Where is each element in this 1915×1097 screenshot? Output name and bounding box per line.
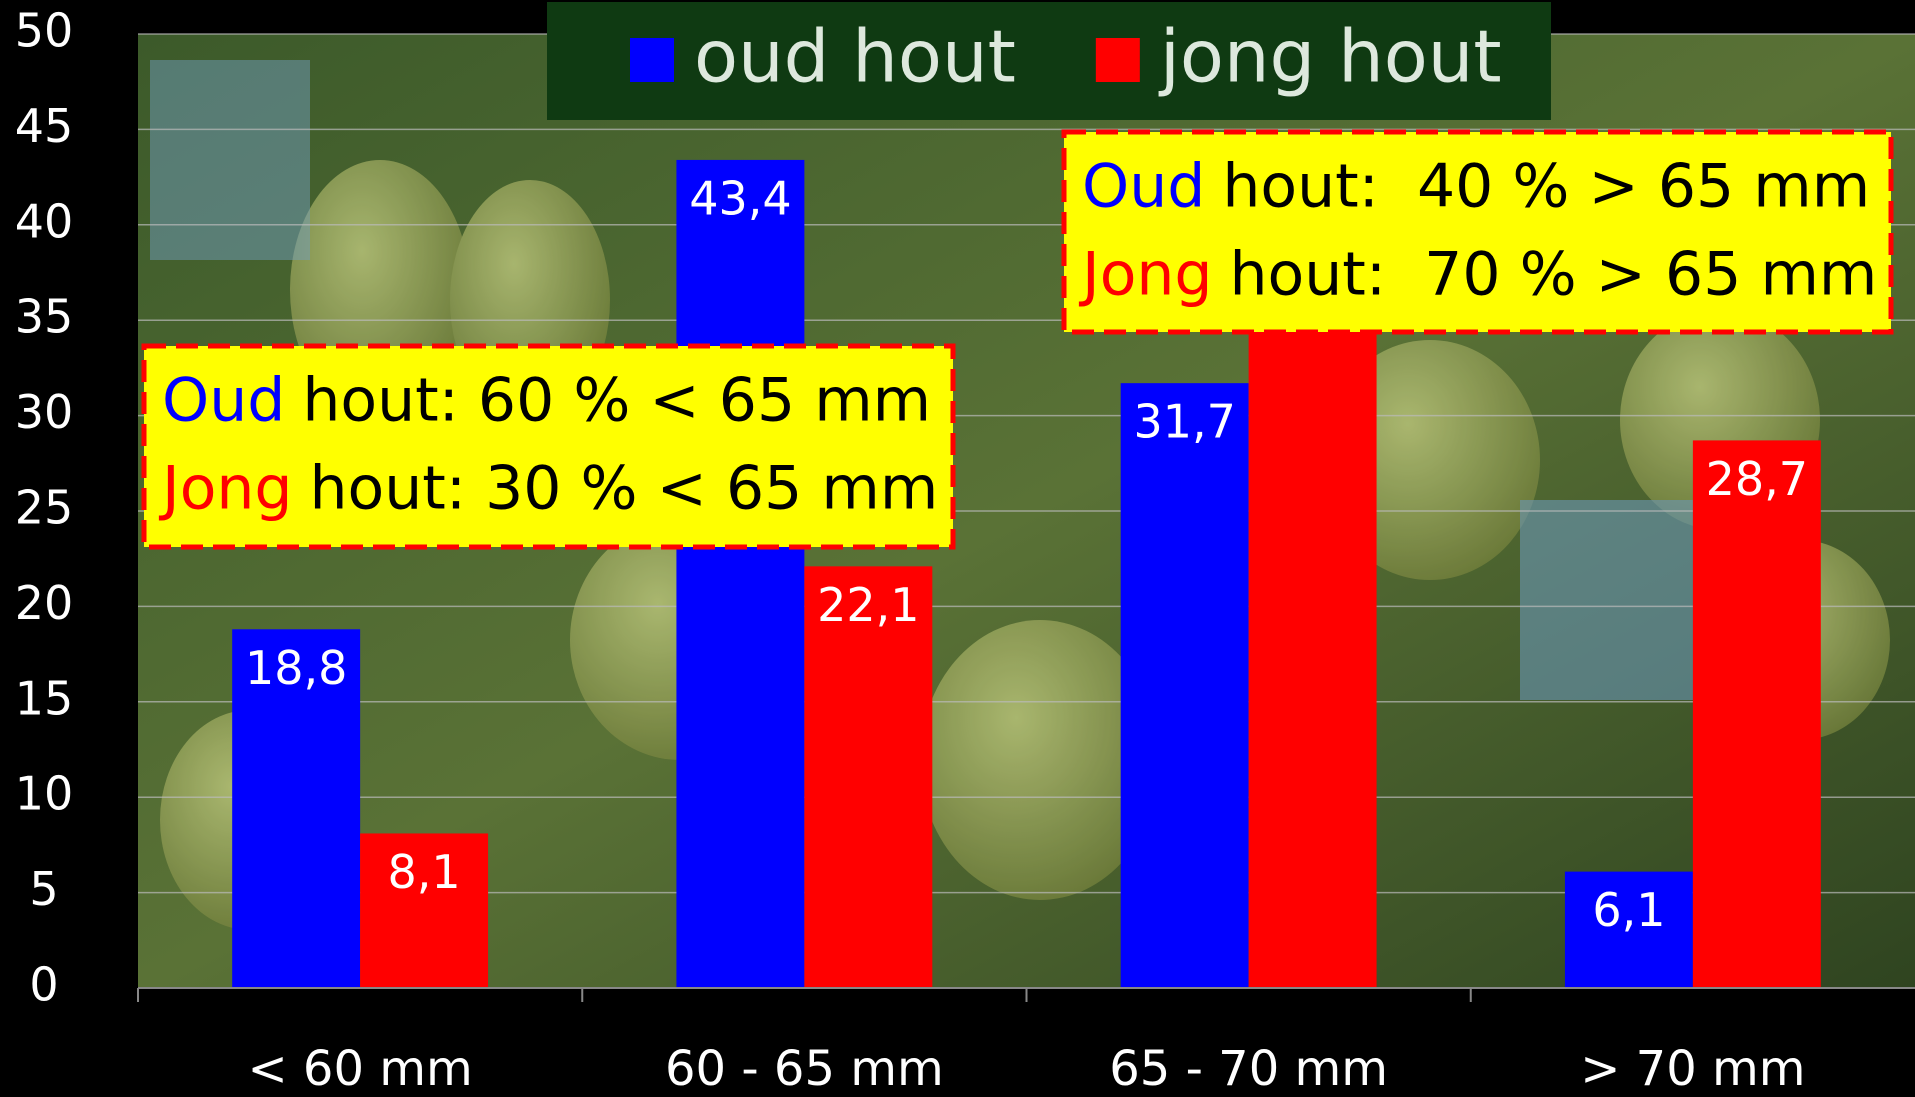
x-tick-label: > 70 mm bbox=[1580, 1041, 1805, 1097]
value-label: 28,7 bbox=[1706, 452, 1808, 506]
value-label: 8,1 bbox=[388, 845, 461, 899]
x-tick-label: 60 - 65 mm bbox=[665, 1041, 944, 1097]
legend-swatch bbox=[1095, 38, 1140, 82]
y-tick-label: 20 bbox=[15, 576, 74, 630]
legend: oud hout jong hout bbox=[547, 2, 1551, 120]
annotation-lead: Oud bbox=[1082, 152, 1205, 222]
y-tick-label: 5 bbox=[29, 862, 58, 916]
bar bbox=[676, 159, 805, 989]
value-label: 22,1 bbox=[817, 578, 919, 632]
bar bbox=[1248, 331, 1377, 988]
annotation-text: hout: 70 % > 65 mm bbox=[1230, 240, 1878, 310]
value-label: 31,7 bbox=[1133, 395, 1235, 449]
legend-swatch bbox=[630, 38, 674, 82]
y-tick-label: 50 bbox=[15, 4, 74, 58]
annotation-box bbox=[1061, 129, 1894, 335]
legend-label: oud hout bbox=[694, 15, 1016, 99]
annotation-text: hout: 60 % < 65 mm bbox=[302, 366, 931, 436]
y-tick-label: 40 bbox=[15, 194, 74, 248]
bars: 18,8 8,1 43,4 22,1 31,7 6,1 28,7 bbox=[232, 159, 1821, 989]
y-tick-label: 10 bbox=[15, 767, 74, 821]
bar bbox=[232, 629, 361, 988]
legend-box bbox=[547, 2, 1551, 120]
y-tick-label: 35 bbox=[15, 290, 74, 344]
y-tick-label: 15 bbox=[15, 671, 74, 725]
legend-label: jong hout bbox=[1158, 15, 1502, 99]
annotation-box bbox=[141, 343, 956, 550]
y-tick-label: 45 bbox=[15, 99, 74, 153]
bar bbox=[1692, 440, 1821, 988]
value-label: 43,4 bbox=[689, 171, 791, 225]
y-tick-label: 30 bbox=[15, 385, 74, 439]
annotation-text: hout: 30 % < 65 mm bbox=[310, 454, 939, 524]
value-label: 18,8 bbox=[245, 641, 347, 695]
bar bbox=[1564, 871, 1693, 988]
value-label: 6,1 bbox=[1592, 883, 1665, 937]
annotation-lead: Oud bbox=[162, 366, 285, 436]
bar bbox=[804, 566, 933, 988]
annotation-text: hout: 40 % > 65 mm bbox=[1222, 152, 1870, 222]
x-tick-label: < 60 mm bbox=[247, 1041, 472, 1097]
bar bbox=[360, 833, 489, 988]
y-tick-label: 25 bbox=[15, 481, 74, 535]
y-tick-label: 0 bbox=[29, 958, 58, 1012]
bar bbox=[1120, 383, 1249, 988]
annotation-lead: Jong bbox=[158, 454, 293, 524]
x-tick-label: 65 - 70 mm bbox=[1109, 1041, 1388, 1097]
annotation-lead: Jong bbox=[1078, 240, 1213, 310]
